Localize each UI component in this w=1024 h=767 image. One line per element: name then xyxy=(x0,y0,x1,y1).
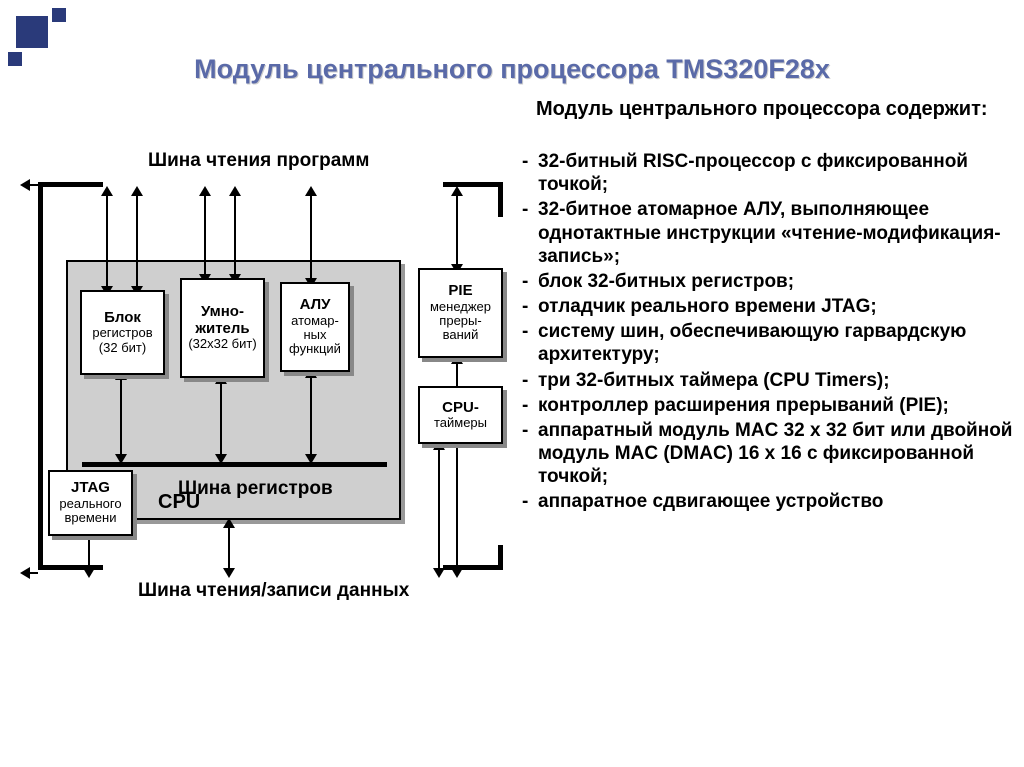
block-pie: PIE менеджер преры-ваний xyxy=(418,268,503,358)
arrow-icon xyxy=(310,194,312,280)
bus-bottom-label: Шина чтения/записи данных xyxy=(138,580,409,602)
arrow-icon xyxy=(438,448,440,570)
bus-top-label: Шина чтения программ xyxy=(148,150,369,172)
list-item: -аппаратное сдвигающее устройство xyxy=(522,490,1018,513)
list-item: -отладчик реального времени JTAG; xyxy=(522,295,1018,318)
list-item: -систему шин, обеспечивающую гарвардскую… xyxy=(522,320,1018,366)
block-multiplier: Умно-житель (32х32 бит) xyxy=(180,278,265,378)
list-item: -32-битный RISC-процессор с фиксированно… xyxy=(522,150,1018,196)
bullet-list: -32-битный RISC-процессор с фиксированно… xyxy=(522,150,1018,516)
arrow-icon xyxy=(228,526,230,570)
block-alu: АЛУ атомар-ных функций xyxy=(280,282,350,372)
arrow-icon xyxy=(220,382,222,456)
list-item: -блок 32-битных регистров; xyxy=(522,270,1018,293)
cpu-diagram: Шина чтения программ Шина чтения/записи … xyxy=(28,150,518,650)
intro-text: Модуль центрального процессора содержит: xyxy=(536,98,1014,121)
register-bus-label: Шина регистров xyxy=(178,478,333,500)
slide-title: Модуль центрального процессора TMS320F28… xyxy=(0,54,1024,85)
arrow-icon xyxy=(234,194,236,276)
arrow-icon xyxy=(136,194,138,288)
block-cpu-timers: CPU- таймеры xyxy=(418,386,503,444)
arrow-icon xyxy=(456,194,458,266)
block-jtag: JTAG реального времени xyxy=(48,470,133,536)
arrow-icon xyxy=(204,194,206,276)
cpu-label: CPU xyxy=(158,491,200,514)
arrow-icon xyxy=(120,378,122,456)
arrow-icon xyxy=(28,572,38,574)
list-item: -32-битное атомарное АЛУ, выполняющее од… xyxy=(522,198,1018,268)
arrow-icon xyxy=(28,184,38,186)
block-registers: Блок регистров (32 бит) xyxy=(80,290,165,375)
list-item: -контроллер расширения прерываний (PIE); xyxy=(522,394,1018,417)
register-bus xyxy=(82,462,387,467)
arrow-icon xyxy=(106,194,108,288)
arrow-icon xyxy=(310,376,312,456)
list-item: -три 32-битных таймера (CPU Timers); xyxy=(522,369,1018,392)
list-item: -аппаратный модуль MAC 32 х 32 бит или д… xyxy=(522,419,1018,489)
